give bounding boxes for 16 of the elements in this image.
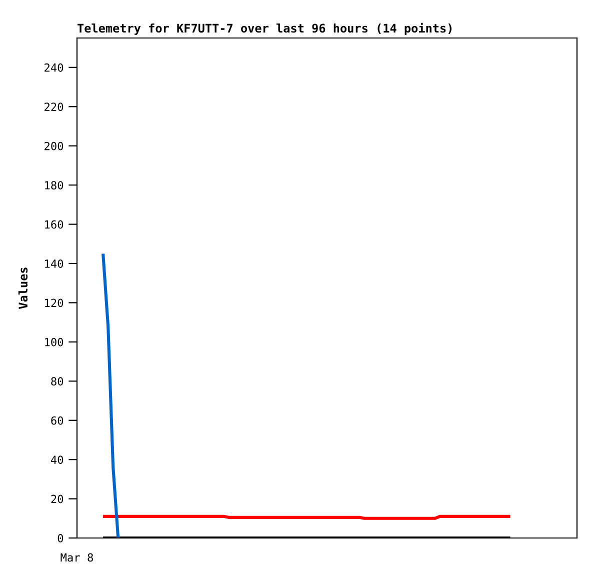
y-tick-label: 220 (44, 102, 64, 112)
text: Mar 8 (60, 553, 94, 562)
y-tick-label: 40 (50, 456, 64, 464)
y-tick-label: 200 (44, 142, 64, 150)
y-tick-label: 140 (45, 259, 64, 268)
y-axis-title: Values (18, 268, 28, 309)
chart-title: Telemetry for KF7UTT-7 over last 96 hours (14 points) (78, 22, 452, 35)
y-tick-label: 120 (45, 298, 64, 308)
y-tick-label: 80 (51, 377, 64, 386)
y-tick-label: 20 (51, 494, 64, 504)
y-tick-label: 180 (45, 181, 64, 190)
y-tick-label: 160 (45, 220, 64, 229)
y-tick-label: 100 (45, 338, 64, 346)
y-tick-label: 60 (51, 416, 64, 425)
y-tick-label: 240 (44, 63, 64, 72)
y-tick-label: 0 (58, 534, 64, 542)
